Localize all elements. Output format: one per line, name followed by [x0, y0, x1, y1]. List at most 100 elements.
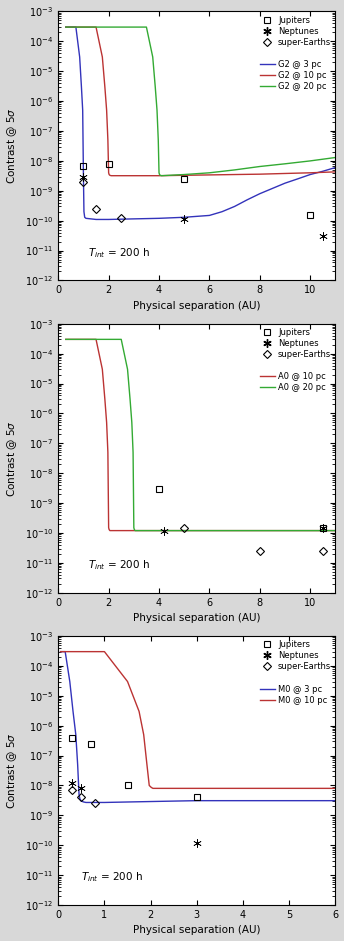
M0 @ 10 pc [149, 781, 153, 792]
G2 @ 20 pc [156, 135, 160, 146]
A0 @ 20 pc [126, 363, 130, 375]
A0 @ 10 pc [105, 417, 109, 428]
G2 @ 3 pc [82, 171, 86, 183]
G2 @ 10 pc [109, 170, 113, 182]
G2 @ 3 pc [82, 206, 86, 217]
A0 @ 10 pc [103, 393, 107, 405]
M0 @ 3 pc [172, 795, 176, 806]
G2 @ 20 pc [283, 158, 287, 169]
G2 @ 20 pc [153, 81, 157, 92]
A0 @ 10 pc [100, 363, 104, 375]
G2 @ 3 pc [182, 212, 186, 223]
A0 @ 10 pc [157, 525, 161, 536]
M0 @ 10 pc [142, 729, 146, 741]
G2 @ 3 pc [245, 194, 249, 205]
G2 @ 3 pc [157, 213, 161, 224]
G2 @ 3 pc [79, 81, 84, 92]
A0 @ 20 pc [134, 525, 138, 536]
A0 @ 10 pc [283, 525, 287, 536]
A0 @ 20 pc [233, 525, 237, 536]
M0 @ 10 pc [137, 706, 141, 717]
Line: G2 @ 20 pc: G2 @ 20 pc [66, 27, 335, 176]
G2 @ 3 pc [107, 214, 111, 225]
A0 @ 20 pc [308, 525, 312, 536]
M0 @ 3 pc [63, 646, 67, 657]
A0 @ 10 pc [258, 525, 262, 536]
M0 @ 3 pc [74, 729, 78, 741]
M0 @ 3 pc [241, 795, 245, 806]
M0 @ 10 pc [145, 759, 149, 771]
G2 @ 10 pc [106, 135, 110, 146]
G2 @ 20 pc [144, 22, 149, 33]
G2 @ 3 pc [64, 22, 68, 33]
A0 @ 10 pc [308, 525, 312, 536]
A0 @ 20 pc [128, 393, 132, 405]
Text: $T_{int}$ = 200 h: $T_{int}$ = 200 h [88, 558, 151, 572]
G2 @ 10 pc [100, 52, 104, 63]
G2 @ 3 pc [233, 200, 237, 212]
G2 @ 10 pc [94, 22, 98, 33]
M0 @ 3 pc [58, 646, 63, 657]
A0 @ 10 pc [109, 525, 113, 536]
X-axis label: Physical separation (AU): Physical separation (AU) [133, 614, 260, 623]
G2 @ 20 pc [157, 167, 161, 179]
G2 @ 3 pc [283, 178, 287, 189]
G2 @ 3 pc [74, 22, 78, 33]
A0 @ 10 pc [94, 334, 98, 345]
M0 @ 3 pc [84, 797, 88, 808]
A0 @ 20 pc [207, 525, 212, 536]
X-axis label: Physical separation (AU): Physical separation (AU) [133, 301, 260, 311]
G2 @ 3 pc [333, 162, 337, 173]
M0 @ 10 pc [241, 783, 245, 794]
G2 @ 10 pc [283, 167, 287, 179]
Legend: Jupiters, Neptunes, super-Earths, , M0 @ 3 pc, M0 @ 10 pc: Jupiters, Neptunes, super-Earths, , M0 @… [258, 639, 333, 707]
M0 @ 3 pc [68, 676, 72, 687]
M0 @ 10 pc [58, 646, 63, 657]
G2 @ 3 pc [132, 214, 136, 225]
G2 @ 20 pc [308, 155, 312, 167]
G2 @ 20 pc [158, 168, 162, 180]
Line: A0 @ 10 pc: A0 @ 10 pc [66, 340, 335, 531]
A0 @ 20 pc [131, 447, 135, 458]
A0 @ 20 pc [283, 525, 287, 536]
G2 @ 10 pc [64, 22, 68, 33]
A0 @ 10 pc [108, 525, 112, 536]
G2 @ 3 pc [94, 214, 98, 225]
M0 @ 3 pc [333, 795, 337, 806]
G2 @ 20 pc [258, 161, 262, 172]
G2 @ 10 pc [207, 169, 212, 181]
A0 @ 10 pc [107, 522, 111, 534]
G2 @ 10 pc [333, 167, 337, 178]
A0 @ 10 pc [333, 525, 337, 536]
G2 @ 3 pc [220, 206, 224, 217]
A0 @ 10 pc [207, 525, 212, 536]
M0 @ 3 pc [82, 796, 86, 807]
M0 @ 10 pc [147, 780, 151, 791]
G2 @ 3 pc [308, 168, 312, 180]
A0 @ 20 pc [333, 525, 337, 536]
M0 @ 10 pc [150, 782, 154, 793]
M0 @ 10 pc [103, 646, 107, 657]
G2 @ 10 pc [103, 81, 107, 92]
A0 @ 10 pc [182, 525, 186, 536]
G2 @ 20 pc [160, 170, 164, 182]
G2 @ 3 pc [207, 210, 212, 221]
G2 @ 10 pc [182, 169, 186, 181]
G2 @ 3 pc [84, 213, 88, 224]
A0 @ 20 pc [132, 522, 136, 534]
G2 @ 10 pc [107, 167, 111, 179]
G2 @ 20 pc [207, 167, 212, 179]
M0 @ 3 pc [79, 795, 83, 806]
G2 @ 20 pc [151, 52, 155, 63]
A0 @ 10 pc [233, 525, 237, 536]
A0 @ 20 pc [130, 417, 134, 428]
Line: M0 @ 3 pc: M0 @ 3 pc [61, 651, 335, 803]
A0 @ 20 pc [157, 525, 161, 536]
Line: M0 @ 10 pc: M0 @ 10 pc [61, 651, 335, 789]
G2 @ 20 pc [155, 104, 159, 116]
A0 @ 20 pc [182, 525, 186, 536]
M0 @ 3 pc [195, 795, 199, 806]
G2 @ 3 pc [270, 183, 275, 194]
M0 @ 10 pc [287, 783, 291, 794]
M0 @ 10 pc [151, 783, 155, 794]
